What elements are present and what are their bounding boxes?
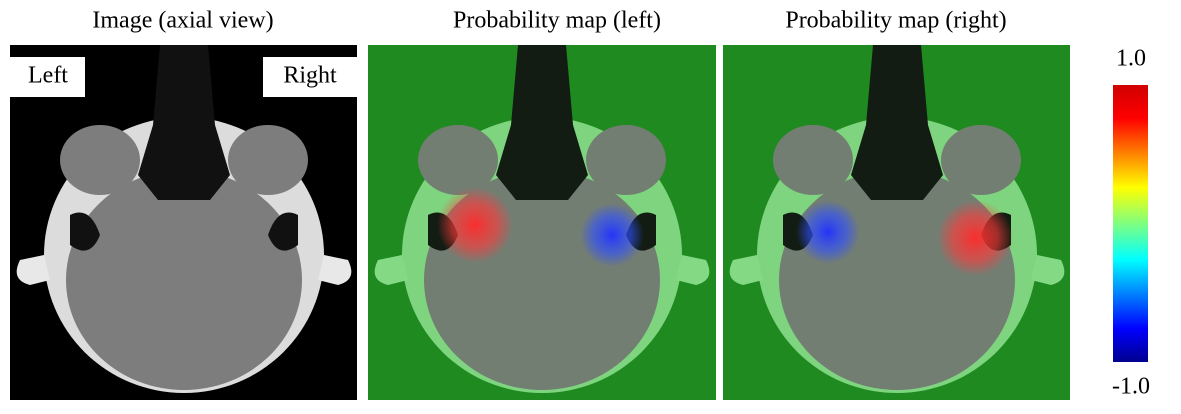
colorbar-tick-label: 1.0 xyxy=(1116,46,1146,72)
figure: .brain{fill:#7d7d7d}.dark{fill:#111} Ima… xyxy=(0,0,1181,409)
ct-image: .brain{fill:#7d7d7d}.dark{fill:#111} xyxy=(10,45,357,400)
panel-title: Image (axial view) xyxy=(92,8,273,34)
probability-map xyxy=(723,45,1070,400)
colorbar xyxy=(1113,85,1148,362)
panel-title: Probability map (right) xyxy=(785,8,1006,34)
side-label: Right xyxy=(283,63,337,89)
probability-map xyxy=(368,45,716,400)
colorbar-tick-label: -1.0 xyxy=(1112,374,1150,400)
side-label: Left xyxy=(28,63,68,89)
panel-title: Probability map (left) xyxy=(453,8,661,34)
